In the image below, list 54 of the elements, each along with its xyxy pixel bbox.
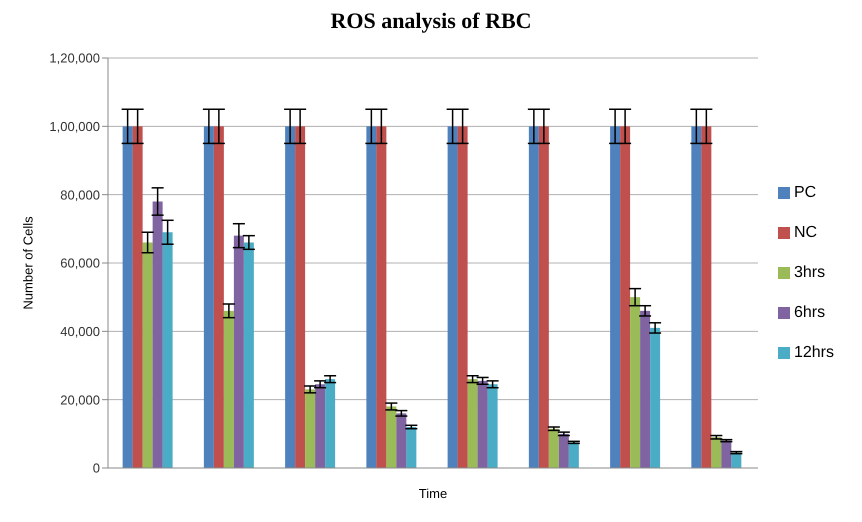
chart-title: ROS analysis of RBC [329, 8, 533, 35]
bar [701, 126, 712, 468]
bar [538, 126, 549, 468]
legend-label: 3hrs [794, 264, 826, 281]
legend-label: PC [794, 184, 816, 201]
bar [152, 202, 163, 468]
bar [478, 380, 488, 468]
bar [285, 126, 296, 468]
legend-label: NC [794, 224, 818, 241]
y-axis-title: Number of Cells [20, 216, 36, 310]
y-tick-label: 1,00,000 [49, 118, 100, 134]
bar [630, 297, 640, 468]
bar [650, 328, 660, 468]
bar [132, 126, 143, 468]
bar [376, 126, 386, 468]
y-tick-label: 20,000 [60, 392, 100, 408]
bar [142, 242, 153, 468]
bar [558, 434, 569, 468]
bar [325, 379, 336, 468]
y-tick-label: 60,000 [60, 256, 100, 271]
bar [448, 126, 458, 468]
bar [610, 126, 620, 468]
bar [488, 384, 498, 468]
bar [366, 126, 376, 468]
bar [468, 379, 478, 468]
bar [204, 126, 214, 468]
bar [406, 427, 416, 468]
y-tick-label: 40,000 [60, 324, 100, 339]
bar [224, 310, 234, 468]
bar [721, 440, 732, 468]
bar [620, 126, 630, 468]
bar [234, 236, 244, 468]
bar [396, 413, 406, 468]
bar [691, 126, 702, 468]
bar [305, 389, 316, 468]
y-tick-label: 1,20,000 [49, 50, 100, 66]
bar [528, 126, 539, 468]
y-tick-label: 0 [92, 460, 100, 476]
bar [214, 126, 224, 468]
x-axis-title: Time [418, 486, 448, 501]
bar [458, 126, 468, 468]
legend-label: 12hrs [794, 344, 834, 361]
bar [711, 437, 722, 468]
bar [640, 310, 650, 468]
bar [162, 232, 173, 468]
bar [548, 428, 559, 468]
bar [244, 242, 254, 468]
bar [568, 442, 579, 468]
bar [386, 406, 396, 468]
bar [315, 384, 326, 468]
bar [122, 126, 133, 468]
bar [295, 126, 306, 468]
legend-label: 6hrs [794, 304, 826, 321]
y-tick-label: 80,000 [60, 187, 100, 202]
